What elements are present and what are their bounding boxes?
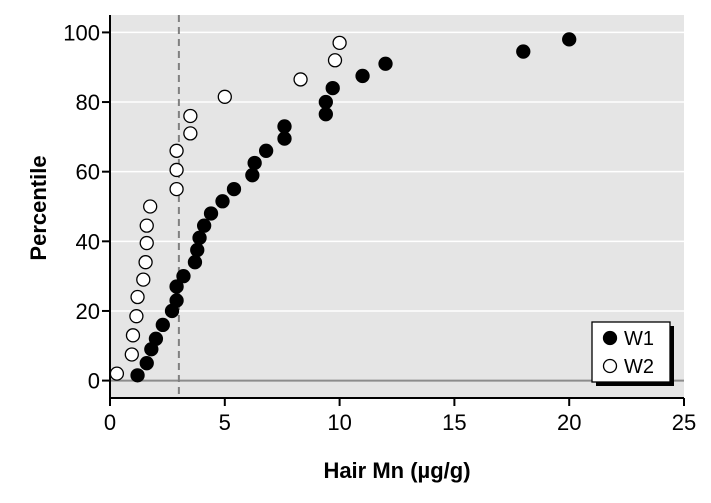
y-tick-label-20: 20 (76, 299, 100, 324)
x-tick-label-5: 5 (219, 410, 231, 435)
y-axis-title: Percentile (26, 155, 51, 260)
series-w2 (109, 35, 347, 381)
point-w2-16 (217, 89, 232, 104)
x-axis-title: Hair Mn (µg/g) (323, 458, 470, 483)
point-w2-5 (130, 289, 145, 305)
point-w2-4 (129, 309, 144, 324)
legend-label-w2: W2 (624, 356, 654, 378)
point-w1-28 (562, 32, 577, 47)
point-w1-20 (277, 131, 292, 146)
point-w1-23 (318, 94, 333, 110)
legend-box (591, 321, 671, 383)
y-tick-label-40: 40 (76, 229, 100, 254)
x-tick-label-20: 20 (557, 410, 581, 435)
point-w1-8 (169, 279, 184, 294)
point-w2-18 (327, 53, 343, 68)
point-w2-3 (125, 328, 141, 343)
point-w1-5 (155, 317, 170, 333)
y-tick-label-80: 80 (76, 90, 100, 115)
point-w1-14 (203, 206, 219, 221)
point-w1-22 (318, 107, 333, 122)
point-w2-10 (143, 199, 158, 214)
point-w1-25 (355, 68, 370, 84)
x-tick-label-15: 15 (442, 410, 466, 435)
point-w1-18 (247, 155, 262, 171)
point-w1-11 (190, 242, 205, 258)
point-w1-13 (196, 218, 212, 233)
point-w1-1 (130, 368, 145, 383)
x-tick-label-0: 0 (104, 410, 116, 435)
y-tick-label-100: 100 (63, 20, 100, 45)
point-w1-16 (226, 181, 242, 197)
x-tick-label-25: 25 (672, 410, 696, 435)
point-w1-27 (516, 44, 531, 59)
point-w2-1 (109, 366, 125, 381)
point-w2-12 (169, 162, 184, 178)
point-w1-10 (187, 255, 203, 270)
point-w2-15 (183, 108, 198, 124)
x-tick-label-10: 10 (327, 410, 351, 435)
point-w1-24 (325, 80, 340, 96)
point-w2-8 (139, 235, 154, 251)
series-w1 (130, 32, 577, 383)
point-w2-13 (169, 143, 184, 158)
point-w1-9 (176, 268, 191, 284)
point-w1-4 (148, 331, 164, 346)
point-w1-12 (192, 230, 207, 245)
point-w2-14 (183, 126, 198, 141)
point-w2-2 (124, 347, 139, 362)
point-w1-2 (139, 356, 154, 371)
point-w2-17 (293, 72, 308, 87)
point-w1-17 (245, 168, 260, 183)
point-w2-9 (139, 218, 154, 233)
point-w1-21 (277, 119, 292, 134)
y-tick-label-60: 60 (76, 160, 100, 185)
point-w1-15 (215, 194, 230, 209)
legend-label-w1: W1 (624, 328, 654, 350)
point-w2-11 (169, 181, 184, 197)
point-w2-6 (136, 272, 151, 287)
legend-marker-w1 (602, 330, 618, 346)
y-tick-label-0: 0 (88, 369, 100, 394)
point-w2-7 (138, 255, 153, 270)
legend-marker-w2 (602, 358, 618, 374)
point-w1-7 (169, 293, 184, 308)
axes: 0 20 40 60 80 100 0 5 10 15 20 25 (63, 15, 696, 435)
point-w1-26 (378, 56, 393, 71)
plot-background (110, 15, 684, 398)
point-w2-19 (332, 35, 347, 51)
point-w1-19 (258, 143, 274, 158)
